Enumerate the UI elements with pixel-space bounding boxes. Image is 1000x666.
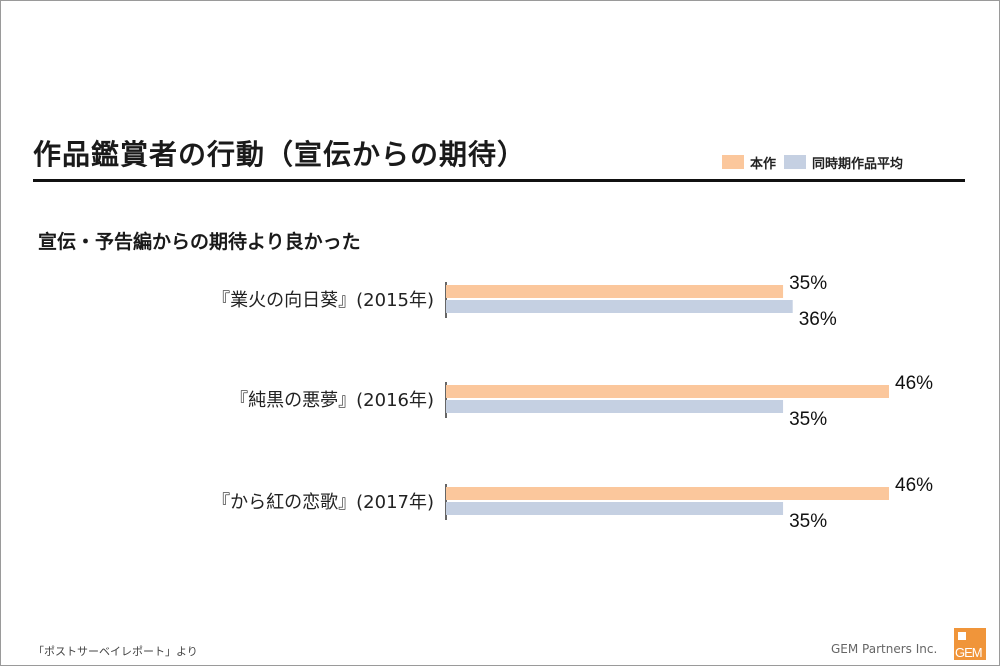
bar-average [446,502,784,515]
data-label: 35% [789,273,827,294]
data-label: 36% [799,309,837,330]
bar-average [446,400,784,413]
category-label: 『業火の向日葵』(2015年) [212,290,434,311]
bar-this-film [446,487,889,500]
chart-subtitle: 宣伝・予告編からの期待より良かった [38,231,361,253]
bar-this-film [446,385,889,398]
logo-dot [958,632,966,640]
chart-legend: 本作 同時期作品平均 [722,152,903,172]
data-label: 35% [789,511,827,532]
legend-label-this-film: 本作 [750,156,777,172]
legend-swatch-this-film [722,155,744,169]
bar-this-film [446,285,784,298]
data-label: 46% [895,373,933,394]
data-label: 46% [895,475,933,496]
category-label: 『純黒の悪夢』(2016年) [230,390,434,411]
category-label: 『から紅の恋歌』(2017年) [212,491,434,513]
legend-item-this-film: 本作 [722,153,776,172]
source-note: 「ポストサーベイレポート」より [33,645,198,658]
legend-swatch-average [784,155,807,169]
page-title: 作品鑑賞者の行動（宣伝からの期待） [33,138,527,171]
company-name: GEM Partners Inc. [831,642,938,656]
bar-average [446,300,793,313]
legend-item-average: 同時期作品平均 [784,153,903,172]
data-label: 35% [789,409,827,430]
title-divider [33,179,965,182]
logo-text: GEM [955,645,983,660]
gem-logo: GEM [954,628,986,660]
legend-label-average: 同時期作品平均 [812,156,904,172]
